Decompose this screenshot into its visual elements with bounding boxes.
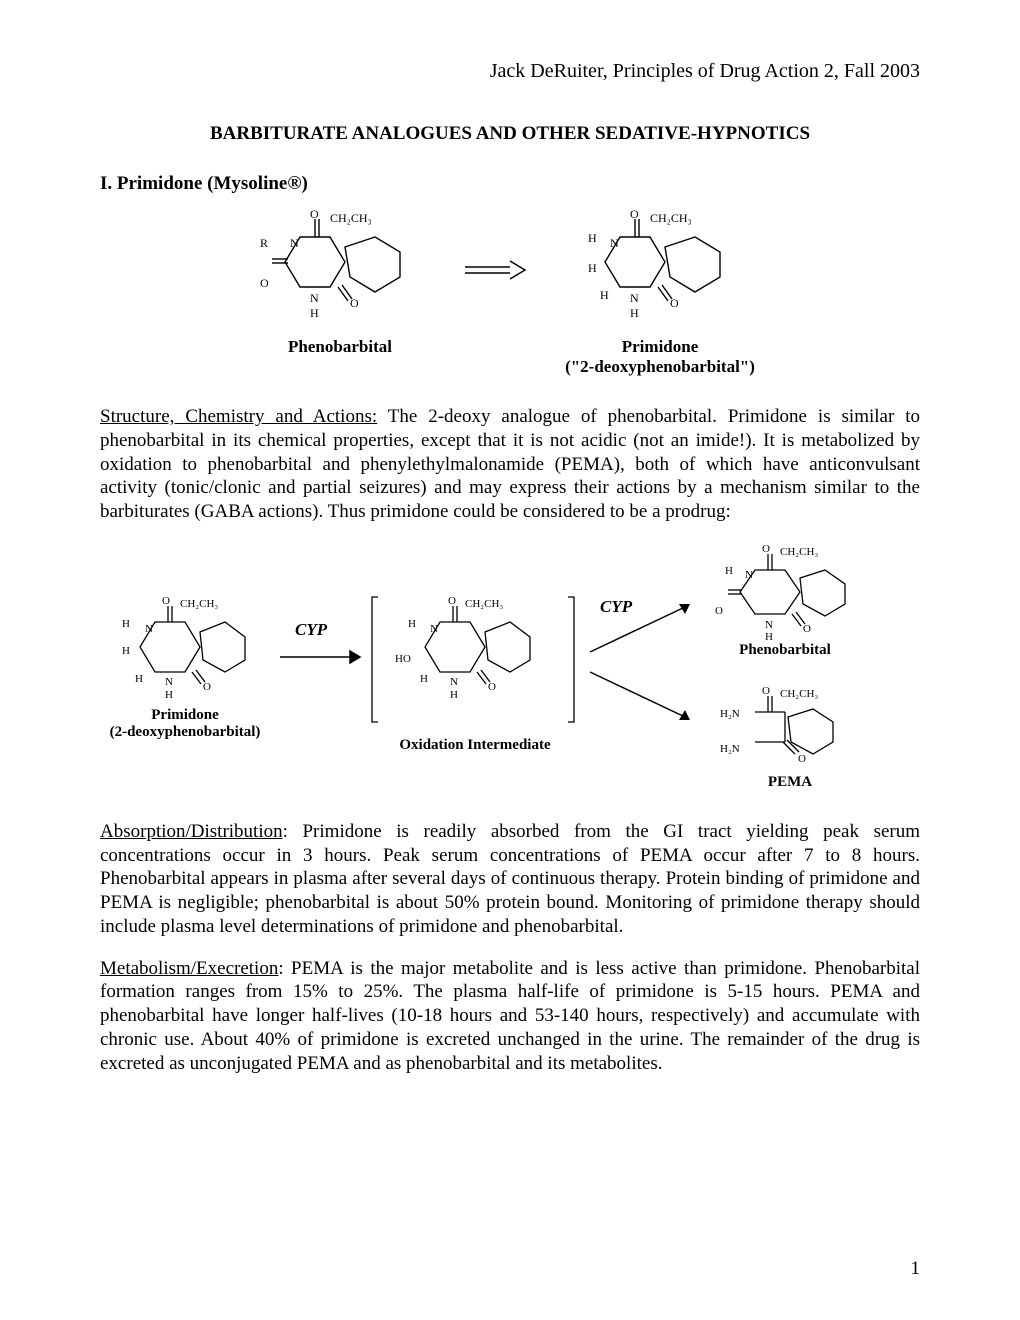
- svg-text:H: H: [408, 618, 416, 630]
- svg-text:O: O: [798, 753, 806, 765]
- primidone-structure-2: O CH₂CH₃ H N H H N H O: [100, 592, 270, 712]
- svg-text:N: N: [430, 623, 438, 635]
- cyp-arrow-1-icon: [275, 642, 365, 672]
- svg-text:N: N: [290, 236, 299, 250]
- svg-text:N: N: [630, 291, 639, 305]
- document-title: BARBITURATE ANALOGUES AND OTHER SEDATIVE…: [100, 123, 920, 145]
- svg-text:H: H: [725, 565, 733, 577]
- svg-text:N: N: [610, 236, 619, 250]
- svg-text:O: O: [803, 623, 811, 635]
- svg-text:CH₂CH₃: CH₂CH₃: [465, 598, 503, 610]
- svg-text:O: O: [310, 207, 319, 221]
- svg-text:H: H: [122, 645, 130, 657]
- svg-text:O: O: [350, 296, 359, 310]
- svg-text:N: N: [310, 291, 319, 305]
- svg-text:O: O: [715, 605, 723, 617]
- svg-text:HO: HO: [395, 653, 411, 665]
- figure-2: O CH₂CH₃ H N H H N H O Primidone (2-deox…: [100, 542, 920, 802]
- paragraph-structure: Structure, Chemistry and Actions: The 2-…: [100, 405, 920, 524]
- para3-lead: Metabolism/Execretion: [100, 958, 278, 979]
- para1-lead: Structure, Chemistry and Actions:: [100, 406, 377, 427]
- primidone-sublabel: ("2-deoxyphenobarbital"): [540, 357, 780, 377]
- svg-text:H: H: [135, 673, 143, 685]
- reaction-arrow-icon: [460, 257, 530, 287]
- svg-text:H: H: [630, 306, 639, 320]
- svg-text:CH₂CH₃: CH₂CH₃: [330, 211, 372, 225]
- phenobarbital-label: Phenobarbital: [270, 337, 410, 357]
- svg-text:O: O: [260, 276, 269, 290]
- paragraph-absorption: Absorption/Distribution: Primidone is re…: [100, 820, 920, 939]
- svg-text:H₂N: H₂N: [720, 743, 740, 755]
- phenobarbital-structure-2: O CH₂CH₃ H N O N H O: [700, 542, 870, 652]
- cyp-label-2: CYP: [600, 597, 632, 617]
- svg-text:O: O: [203, 681, 211, 693]
- primidone-structure: O CH₂CH₃ H N H H N H O: [560, 207, 760, 337]
- svg-text:CH₂CH₃: CH₂CH₃: [180, 598, 218, 610]
- oxidation-intermediate-structure: O CH₂CH₃ H N HO H N H O: [370, 592, 580, 732]
- svg-text:H: H: [588, 261, 597, 275]
- svg-text:O: O: [762, 685, 770, 697]
- svg-text:H: H: [420, 673, 428, 685]
- svg-text:O: O: [762, 543, 770, 555]
- pema-label: PEMA: [755, 774, 825, 791]
- svg-text:N: N: [745, 569, 753, 581]
- svg-text:CH₂CH₃: CH₂CH₃: [780, 546, 818, 558]
- svg-text:H: H: [588, 231, 597, 245]
- svg-text:H: H: [122, 618, 130, 630]
- pema-structure: O CH₂CH₃ H₂N H₂N O: [700, 682, 870, 782]
- svg-text:CH₂CH₃: CH₂CH₃: [650, 211, 692, 225]
- svg-text:O: O: [670, 296, 679, 310]
- svg-text:N: N: [165, 676, 173, 688]
- svg-text:O: O: [630, 207, 639, 221]
- para2-lead: Absorption/Distribution: [100, 821, 283, 842]
- phenobarbital-label-2: Phenobarbital: [720, 642, 850, 659]
- svg-text:N: N: [450, 676, 458, 688]
- svg-text:N: N: [145, 623, 153, 635]
- svg-text:N: N: [765, 619, 773, 631]
- paragraph-metabolism: Metabolism/Execretion: PEMA is the major…: [100, 957, 920, 1076]
- page-number: 1: [911, 1258, 921, 1280]
- primidone-label: Primidone: [580, 337, 740, 357]
- primidone-sublabel-2: (2-deoxyphenobarbital): [100, 724, 270, 741]
- page-header: Jack DeRuiter, Principles of Drug Action…: [100, 60, 920, 83]
- primidone-label-2: Primidone: [120, 707, 250, 724]
- svg-text:H: H: [600, 288, 609, 302]
- svg-text:CH₂CH₃: CH₂CH₃: [780, 688, 818, 700]
- phenobarbital-structure: O CH₂CH₃ R N O N H O: [240, 207, 440, 337]
- svg-text:O: O: [488, 681, 496, 693]
- intermediate-label: Oxidation Intermediate: [380, 737, 570, 754]
- svg-text:O: O: [162, 595, 170, 607]
- svg-text:R: R: [260, 236, 268, 250]
- cyp-label-1: CYP: [295, 620, 327, 640]
- section-heading: I. Primidone (Mysoline®): [100, 173, 920, 195]
- svg-text:H₂N: H₂N: [720, 708, 740, 720]
- svg-text:O: O: [448, 595, 456, 607]
- document-page: Jack DeRuiter, Principles of Drug Action…: [0, 0, 1020, 1320]
- figure-1: O CH₂CH₃ R N O N H O: [200, 207, 820, 387]
- svg-text:H: H: [450, 689, 458, 701]
- svg-text:H: H: [165, 689, 173, 701]
- svg-text:H: H: [310, 306, 319, 320]
